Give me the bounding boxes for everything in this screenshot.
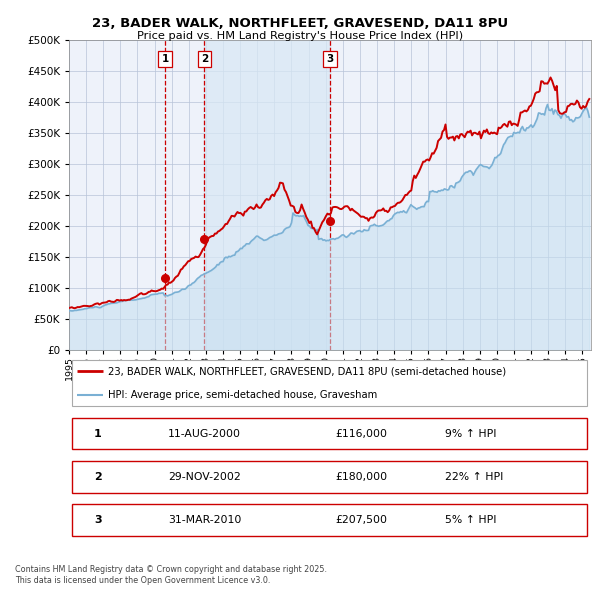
Text: 1: 1 [161, 54, 169, 64]
Text: £180,000: £180,000 [335, 472, 388, 482]
Text: £207,500: £207,500 [335, 515, 387, 525]
Text: 3: 3 [326, 54, 334, 64]
Text: Price paid vs. HM Land Registry's House Price Index (HPI): Price paid vs. HM Land Registry's House … [137, 31, 463, 41]
Text: 23, BADER WALK, NORTHFLEET, GRAVESEND, DA11 8PU (semi-detached house): 23, BADER WALK, NORTHFLEET, GRAVESEND, D… [108, 366, 506, 376]
Text: 11-AUG-2000: 11-AUG-2000 [168, 429, 241, 439]
Text: 31-MAR-2010: 31-MAR-2010 [168, 515, 242, 525]
FancyBboxPatch shape [71, 504, 587, 536]
FancyBboxPatch shape [71, 418, 587, 450]
Text: 29-NOV-2002: 29-NOV-2002 [168, 472, 241, 482]
Text: 2: 2 [94, 472, 101, 482]
Text: 1: 1 [94, 429, 101, 439]
Text: 23, BADER WALK, NORTHFLEET, GRAVESEND, DA11 8PU: 23, BADER WALK, NORTHFLEET, GRAVESEND, D… [92, 17, 508, 30]
Text: 9% ↑ HPI: 9% ↑ HPI [445, 429, 496, 439]
Text: 5% ↑ HPI: 5% ↑ HPI [445, 515, 496, 525]
Text: HPI: Average price, semi-detached house, Gravesham: HPI: Average price, semi-detached house,… [108, 389, 377, 399]
Bar [205, 40, 330, 350]
Text: Contains HM Land Registry data © Crown copyright and database right 2025.
This d: Contains HM Land Registry data © Crown c… [15, 565, 327, 585]
FancyBboxPatch shape [71, 360, 587, 407]
Text: 22% ↑ HPI: 22% ↑ HPI [445, 472, 503, 482]
Text: 3: 3 [94, 515, 101, 525]
Text: 2: 2 [201, 54, 208, 64]
FancyBboxPatch shape [71, 461, 587, 493]
Text: £116,000: £116,000 [335, 429, 387, 439]
